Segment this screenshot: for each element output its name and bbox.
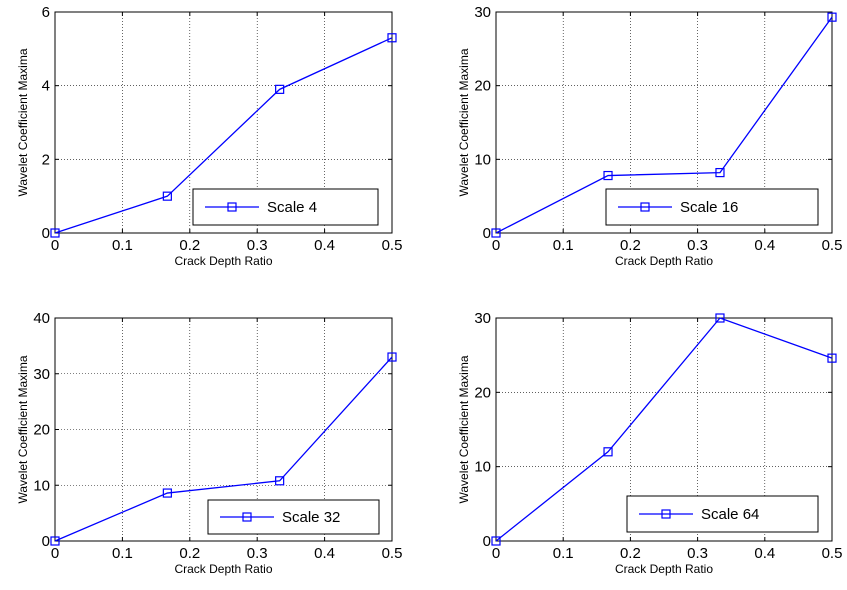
legend-marker (640, 202, 650, 212)
y-tick-label: 30 (474, 4, 491, 21)
chart-3: 0 0.1 0.2 0.3 0.4 0.5 0 10 20 30 40 Crack Depth Rat… (16, 310, 402, 576)
data-point-marker (275, 476, 285, 486)
x-tick-label: 0.2 (179, 545, 200, 562)
series-line (54, 356, 393, 542)
data-point-marker (715, 313, 725, 323)
x-tick-label: 0.5 (382, 545, 403, 562)
y-tick-label: 4 (42, 78, 50, 95)
data-point-marker (603, 447, 613, 457)
x-axis-label: Crack Depth Ratio (615, 254, 713, 268)
data-point-marker (827, 353, 837, 363)
data-point-marker (162, 191, 172, 201)
x-tick-label: 0.1 (112, 545, 133, 562)
x-tick-label: 0.3 (687, 237, 708, 254)
chart-1: 0 0.1 0.2 0.3 0.4 0.5 0 2 4 6 Crack Depth Ratio Wav… (16, 4, 402, 268)
x-tick-label: 0.4 (314, 237, 335, 254)
y-tick-label: 0 (42, 225, 50, 242)
legend-label: Scale 16 (680, 199, 738, 216)
x-tick-label: 0.1 (112, 237, 133, 254)
chart-4: 0 0.1 0.2 0.3 0.4 0.5 0 10 20 30 Crack Depth Ratio… (457, 310, 842, 576)
series-line (54, 37, 393, 234)
legend: Scale 16 (605, 188, 819, 226)
x-tick-label: 0 (51, 237, 59, 254)
series-line (495, 16, 833, 234)
x-tick-label: 0.5 (822, 237, 843, 254)
y-tick-label: 6 (42, 4, 50, 21)
x-tick-label: 0.3 (247, 237, 268, 254)
y-tick-label: 30 (33, 366, 50, 383)
data-point-marker (491, 228, 501, 238)
y-tick-label: 20 (474, 384, 491, 401)
data-point-marker (162, 488, 172, 498)
y-tick-label: 0 (483, 533, 491, 550)
y-tick-label: 10 (474, 459, 491, 476)
legend-label: Scale 4 (267, 199, 317, 216)
x-tick-label: 0.1 (553, 545, 574, 562)
legend: Scale 64 (626, 495, 819, 533)
x-tick-label: 0.4 (754, 545, 775, 562)
y-tick-label: 2 (42, 151, 50, 168)
x-tick-label: 0.4 (314, 545, 335, 562)
y-tick-label: 10 (474, 151, 491, 168)
y-tick-label: 0 (483, 225, 491, 242)
legend: Scale 32 (207, 499, 380, 535)
x-tick-label: 0.2 (620, 545, 641, 562)
y-tick-label: 30 (474, 310, 491, 327)
axes-frame (54, 11, 393, 234)
x-tick-label: 0 (492, 545, 500, 562)
y-axis-label: Wavelet Coefficient Maxima (16, 48, 30, 196)
y-tick-label: 40 (33, 310, 50, 327)
x-tick-label: 0.2 (179, 237, 200, 254)
y-axis-label: Wavelet Coefficient Maxima (457, 48, 471, 196)
y-tick-label: 20 (33, 422, 50, 439)
data-point-marker (275, 84, 285, 94)
y-tick-label: 20 (474, 78, 491, 95)
data-point-marker (715, 167, 725, 178)
data-point-marker (491, 536, 501, 546)
data-point-marker (50, 536, 60, 546)
data-point-marker (827, 12, 837, 22)
axes-frame (495, 11, 833, 234)
y-axis-label: Wavelet Coefficient Maxima (16, 355, 30, 503)
data-point-marker (50, 228, 60, 238)
x-tick-label: 0 (51, 545, 59, 562)
data-point-marker (387, 352, 397, 362)
data-point-marker (603, 170, 613, 181)
series-line (495, 317, 833, 542)
x-axis-label: Crack Depth Ratio (174, 254, 272, 268)
legend-marker (661, 509, 671, 519)
x-tick-label: 0.4 (754, 237, 775, 254)
x-tick-label: 0 (492, 237, 500, 254)
x-axis-label: Crack Depth Ratio (174, 562, 272, 576)
y-tick-label: 10 (33, 477, 50, 494)
x-tick-label: 0.1 (553, 237, 574, 254)
chart-2: 0 0.1 0.2 0.3 0.4 0.5 0 10 20 30 Crack Depth Ratio… (457, 4, 842, 268)
legend-label: Scale 64 (701, 506, 759, 523)
legend-label: Scale 32 (282, 509, 340, 526)
legend: Scale 4 (192, 188, 379, 226)
x-tick-label: 0.5 (822, 545, 843, 562)
y-tick-label: 0 (42, 533, 50, 550)
legend-marker (227, 202, 237, 212)
y-axis-label: Wavelet Coefficient Maxima (457, 355, 471, 503)
x-tick-label: 0.2 (620, 237, 641, 254)
legend-marker (242, 512, 252, 522)
x-tick-label: 0.3 (687, 545, 708, 562)
data-point-marker (387, 33, 397, 43)
x-axis-label: Crack Depth Ratio (615, 562, 713, 576)
x-tick-label: 0.3 (247, 545, 268, 562)
x-tick-label: 0.5 (382, 237, 403, 254)
axes-frame (495, 317, 833, 542)
